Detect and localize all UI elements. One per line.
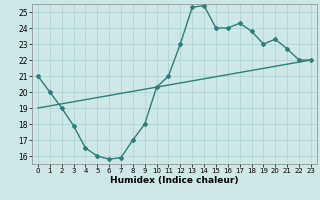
X-axis label: Humidex (Indice chaleur): Humidex (Indice chaleur) (110, 176, 239, 185)
